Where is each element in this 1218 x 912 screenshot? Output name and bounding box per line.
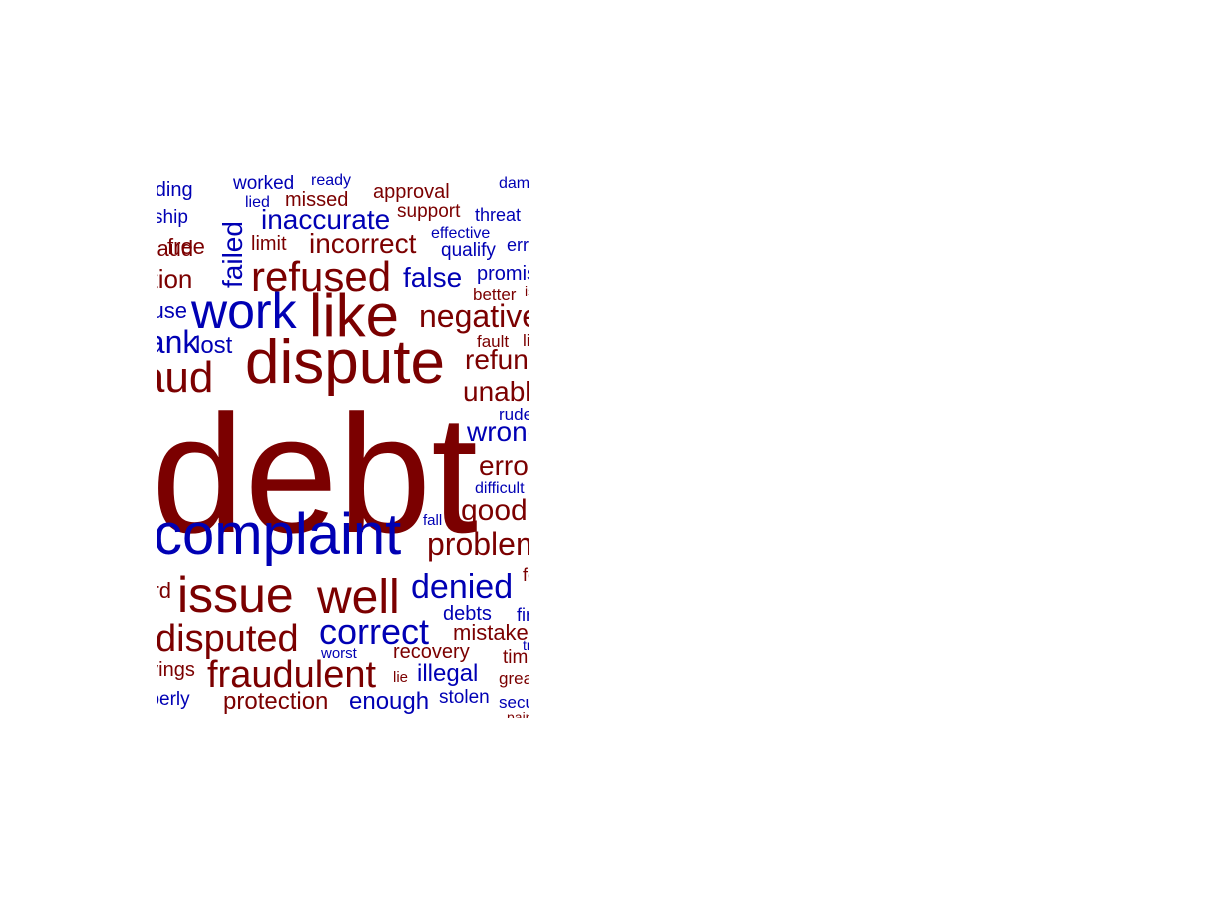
- word: hardship: [157, 207, 188, 228]
- word: mistake: [453, 620, 529, 645]
- word: fall: [423, 512, 443, 529]
- word: denied: [411, 568, 514, 606]
- word: illegal: [417, 660, 479, 687]
- word: refund: [465, 344, 529, 375]
- word: difficult: [475, 480, 525, 497]
- word: false: [403, 262, 463, 293]
- word: recovery: [393, 641, 470, 663]
- word: negative: [419, 298, 529, 334]
- word: debts: [443, 603, 492, 625]
- word: bank: [157, 324, 199, 360]
- word: standing: [157, 179, 193, 201]
- word: threat: [475, 205, 522, 225]
- word: approval: [373, 181, 450, 203]
- word: inaccurate: [261, 204, 391, 235]
- word: wrong: [467, 416, 529, 447]
- word: secure: [499, 693, 529, 712]
- word: rude: [499, 405, 529, 424]
- word: well: [317, 571, 400, 624]
- word: work: [191, 283, 297, 339]
- word: lost: [195, 332, 233, 359]
- word: enough: [349, 688, 430, 715]
- word: disputed: [157, 618, 299, 660]
- word: worked: [233, 173, 295, 194]
- word: good: [461, 494, 528, 527]
- word: fault: [477, 332, 510, 351]
- word: issues: [525, 283, 529, 299]
- word: fees: [523, 565, 529, 585]
- word: free: [167, 234, 205, 259]
- word: limit: [251, 233, 287, 255]
- word: like: [309, 282, 400, 349]
- word: lie: [393, 669, 409, 686]
- word: debt: [157, 380, 478, 568]
- word: support: [397, 201, 461, 222]
- word: fraud: [157, 353, 214, 402]
- word-cloud: debt complaint dispute like work refused…: [157, 168, 529, 718]
- word: ready: [311, 172, 352, 189]
- word: properly: [157, 689, 190, 710]
- word: stolen: [439, 687, 490, 708]
- word: protection: [223, 688, 329, 715]
- word: fraudulent: [207, 654, 377, 696]
- word: promise: [477, 263, 529, 285]
- word: violation: [157, 264, 193, 294]
- word: fraud: [157, 236, 194, 261]
- word: worst: [321, 645, 357, 662]
- word: issue: [177, 567, 294, 623]
- word: complaint: [157, 502, 402, 567]
- word: time: [503, 647, 529, 668]
- word: unable: [463, 376, 529, 407]
- word: trust: [523, 637, 529, 653]
- word: correct: [319, 611, 430, 652]
- word: lied: [245, 194, 270, 211]
- word: damage: [499, 175, 529, 192]
- word: lied: [523, 331, 529, 350]
- word: qualify: [441, 240, 496, 261]
- word: error: [507, 235, 529, 255]
- word: savings: [157, 659, 195, 681]
- word: error: [479, 450, 529, 481]
- word: effective: [431, 225, 491, 242]
- word: failed: [217, 221, 248, 288]
- word: incorrect: [309, 228, 417, 259]
- word: pain: [507, 709, 529, 718]
- word: missed: [285, 189, 349, 211]
- word: fine: [517, 605, 529, 625]
- word: problem: [427, 526, 529, 562]
- word: dispute: [245, 328, 445, 397]
- word: better: [473, 285, 517, 304]
- word: refused: [251, 253, 392, 300]
- word: abuse: [157, 298, 187, 323]
- word: hard: [157, 578, 172, 603]
